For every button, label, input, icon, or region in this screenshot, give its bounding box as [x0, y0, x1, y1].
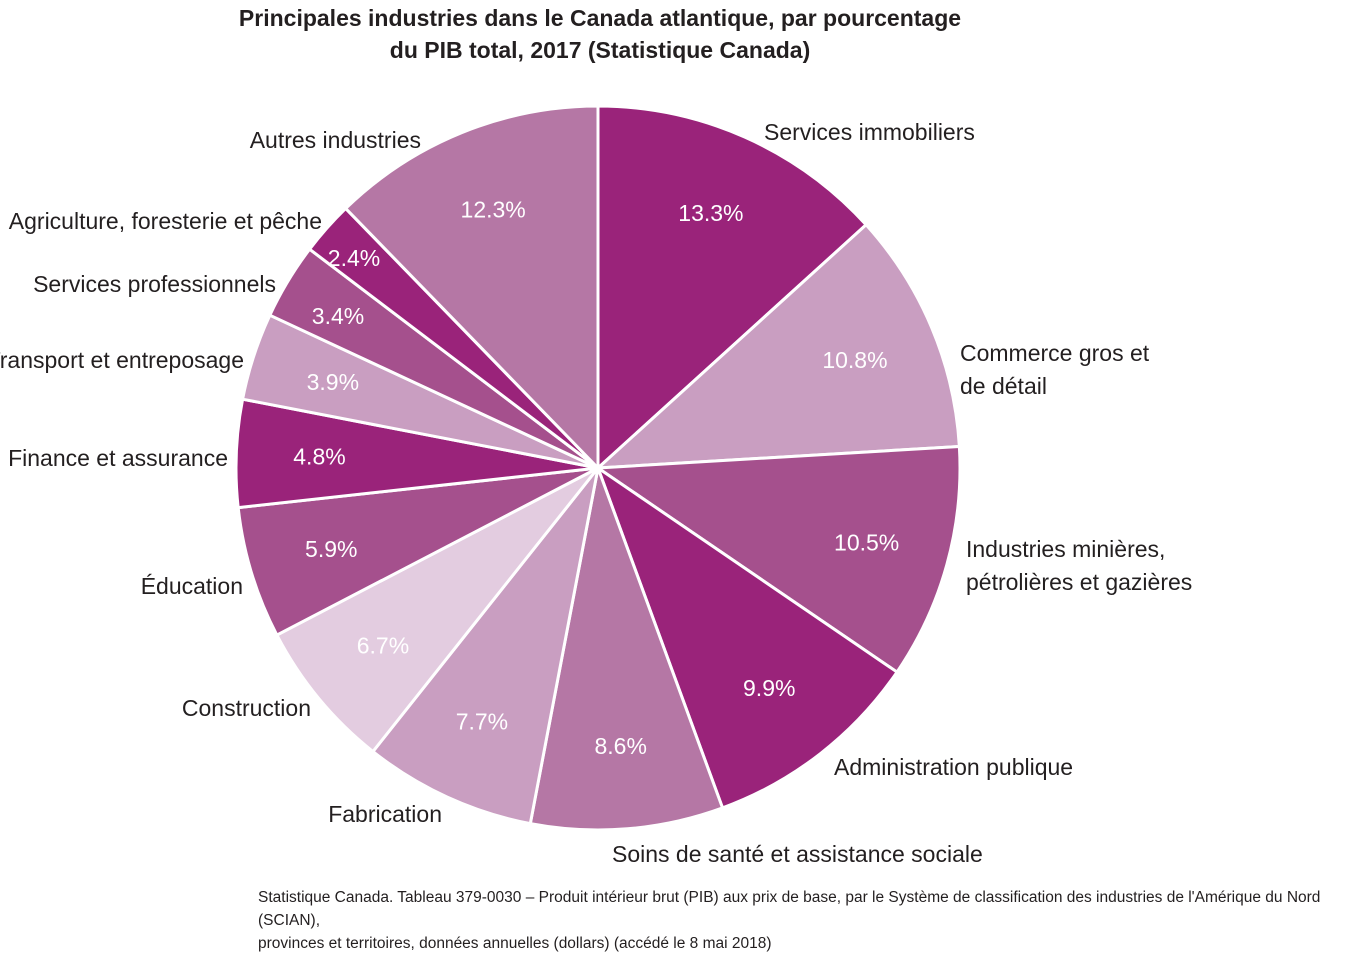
category-label-administration-publique: Administration publique [834, 754, 1073, 780]
pct-label-construction: 6.7% [357, 632, 409, 658]
category-label-services-professionnels: Services professionnels [33, 271, 276, 297]
source-line-2: provinces et territoires, données annuel… [258, 935, 772, 952]
category-label-transport-et-entreposage: Transport et entreposage [0, 347, 244, 373]
category-label-line: Transport et entreposage [0, 347, 244, 373]
category-label-line: Finance et assurance [8, 445, 228, 471]
pct-label-autres-industries: 12.3% [461, 197, 526, 223]
category-label-fabrication: Fabrication [328, 801, 442, 827]
pct-label-services-professionnels: 3.4% [312, 303, 364, 329]
percentage-labels: 13.3% 10.8% 10.5% 9.9% 8.6% 7.7% 6.7% 5.9% 4.8% 3… [293, 197, 899, 759]
category-label-line: Construction [182, 695, 311, 721]
category-labels: Services immobiliers Commerce gros et de d… [0, 119, 1192, 867]
category-label-line: Commerce gros et [960, 340, 1150, 366]
category-label-line: pétrolières et gazières [966, 569, 1192, 595]
category-label-construction: Construction [182, 695, 311, 721]
category-label-soins-de-sante-et-assistance-sociale: Soins de santé et assistance sociale [612, 841, 983, 867]
chart-title-line-2: du PIB total, 2017 (Statistique Canada) [389, 37, 811, 63]
category-label-line: Éducation [141, 573, 243, 599]
pie-slice-soins-de-sante-et-assistance-sociale [528, 466, 725, 832]
pct-label-fabrication: 7.7% [456, 708, 508, 734]
category-label-education: Éducation [141, 573, 243, 599]
chart-title-line-1: Principales industries dans le Canada at… [238, 5, 962, 31]
pie-slice-commerce-gros-et-de-detail [596, 223, 961, 470]
category-label-line: Administration publique [834, 754, 1073, 780]
pie-slice-industries-minieres-petrolieres-et-gazieres [596, 444, 962, 674]
pie-slice-education [236, 466, 600, 637]
pct-label-transport-et-entreposage: 3.9% [307, 369, 359, 395]
pie-slice-fabrication [371, 466, 600, 826]
category-label-services-immobiliers: Services immobiliers [764, 119, 975, 145]
category-label-line: Services immobiliers [764, 119, 975, 145]
category-label-autres-industries: Autres industries [250, 127, 421, 153]
pct-label-finance-et-assurance: 4.8% [293, 444, 345, 470]
pie-slice-autres-industries [344, 104, 600, 470]
pct-label-industries-minieres-petrolieres-et-gazieres: 10.5% [834, 529, 899, 555]
category-label-agriculture-foresterie-et-peche: Agriculture, foresterie et pêche [9, 208, 322, 234]
source-line-1: Statistique Canada. Tableau 379-0030 – P… [258, 889, 1321, 929]
category-label-commerce-gros-et-de-detail: Commerce gros et de détail [960, 340, 1150, 399]
pct-label-services-immobiliers: 13.3% [678, 200, 743, 226]
category-label-line: Soins de santé et assistance sociale [612, 841, 983, 867]
category-label-line: de détail [960, 373, 1047, 399]
pie-slice-services-immobiliers [596, 104, 868, 470]
pct-label-agriculture-foresterie-et-peche: 2.4% [328, 245, 380, 271]
category-label-line: Industries minières, [966, 536, 1165, 562]
category-label-finance-et-assurance: Finance et assurance [8, 445, 228, 471]
pie-slice-construction [275, 466, 600, 754]
category-label-line: Autres industries [250, 127, 421, 153]
category-label-industries-minieres-petrolieres-et-gazieres: Industries minières, pétrolières et gaziè… [966, 536, 1192, 595]
category-label-line: Agriculture, foresterie et pêche [9, 208, 322, 234]
chart-title: Principales industries dans le Canada at… [180, 2, 1020, 66]
pie-slices [234, 104, 962, 832]
pie-slice-administration-publique [596, 466, 899, 810]
pct-label-soins-de-sante-et-assistance-sociale: 8.6% [594, 733, 646, 759]
pie-chart: 13.3% 10.8% 10.5% 9.9% 8.6% 7.7% 6.7% 5.9% 4.8% 3… [0, 104, 1192, 867]
category-label-line: Services professionnels [33, 271, 276, 297]
category-label-line: Fabrication [328, 801, 442, 827]
pct-label-administration-publique: 9.9% [743, 675, 795, 701]
pct-label-education: 5.9% [305, 536, 357, 562]
source-note: Statistique Canada. Tableau 379-0030 – P… [258, 886, 1358, 955]
pct-label-commerce-gros-et-de-detail: 10.8% [822, 347, 887, 373]
